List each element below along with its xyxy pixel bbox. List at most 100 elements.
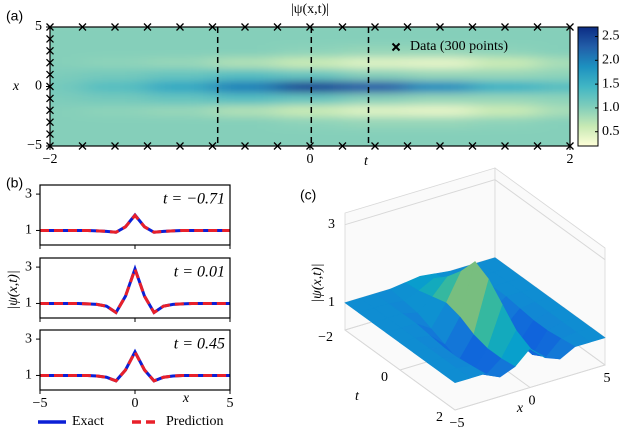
heatmap-cell [147, 32, 213, 46]
heatmap-cell [212, 44, 278, 58]
z-axis-label: |ψ(x,t)| [310, 263, 325, 302]
heatmap-cell [212, 32, 278, 46]
heatmap-cell [537, 80, 570, 93]
data-point [46, 106, 54, 115]
heatmap-cell [147, 104, 213, 117]
heatmap-cell [147, 80, 213, 93]
y-tick-label: 1 [25, 368, 32, 383]
heatmap-cell [147, 128, 213, 141]
heatmap-cell [407, 80, 473, 93]
data-point [566, 23, 574, 31]
heatmap-cell [342, 80, 408, 93]
heatmap-cell [212, 128, 278, 141]
data-point [46, 130, 54, 139]
heatmap-cell [342, 32, 408, 46]
y-axis-label: |ψ(x,t)| [6, 270, 21, 309]
y-tick-label: 0 [35, 79, 42, 94]
heatmap-cell [82, 104, 148, 117]
data-point [111, 23, 119, 31]
data-point [338, 23, 347, 31]
data-point [241, 23, 249, 31]
heatmap-cell [50, 56, 83, 70]
heatmap-cell [50, 80, 83, 93]
data-point [436, 142, 444, 150]
heatmap-cell [277, 116, 343, 129]
heatmap-cell [277, 80, 343, 93]
z-tick-label: 1 [328, 295, 335, 310]
data-point [176, 23, 184, 31]
heatmap-cell [472, 104, 538, 117]
heatmap-cell [277, 68, 343, 82]
x-tick-label: 0 [307, 152, 314, 167]
heatmap-cell [50, 44, 83, 58]
heatmap-cell [50, 32, 83, 46]
heatmap-cell [537, 56, 570, 70]
heatmap-cell [50, 68, 83, 82]
data-point [46, 118, 54, 127]
heatmap [50, 27, 570, 146]
heatmap-cell [82, 32, 148, 46]
y-axis-label: t [355, 389, 360, 404]
data-point [111, 142, 119, 150]
heatmap-cell [212, 92, 278, 105]
panel-b: t = −0.71 1 3 t = 0.01 1 3 t = 0.45 1 3 −5 0 5 Exact… [25, 184, 234, 429]
x-tick-label: 2 [567, 152, 574, 167]
data-point [46, 46, 54, 55]
y-tick-label: 5 [35, 19, 42, 34]
heatmap-cell [82, 80, 148, 93]
legend-marker [391, 42, 401, 52]
heatmap-cell [147, 56, 213, 70]
y-tick-label: 0 [381, 370, 388, 385]
data-point [436, 23, 444, 31]
heatmap-cell [537, 27, 570, 34]
heatmap-cell [342, 140, 408, 146]
legend-label: Exact [72, 414, 104, 429]
grid-line [344, 329, 456, 411]
heatmap-cell [407, 92, 473, 105]
heatmap-cell [407, 68, 473, 82]
data-point [208, 142, 217, 150]
data-point [176, 142, 184, 150]
x-tick-label: −2 [43, 152, 58, 167]
annotation: t = 0.45 [174, 336, 225, 353]
data-point [46, 142, 54, 150]
colorbar-tick-label: 1.0 [602, 100, 620, 115]
x-tick-label: 0 [132, 396, 139, 411]
x-tick-label: 0 [529, 394, 536, 409]
data-point [273, 23, 282, 31]
heatmap-cell [212, 27, 278, 34]
heatmap-cell [147, 27, 213, 34]
y-tick-label: −5 [27, 138, 42, 153]
data-point [78, 23, 87, 31]
data-point [46, 82, 54, 91]
z-tick-label: 3 [328, 217, 335, 232]
heatmap-cell [82, 128, 148, 141]
heatmap-cell [212, 116, 278, 129]
heatmap-cell [537, 92, 570, 105]
heatmap-cell [537, 68, 570, 82]
heatmap-cell [472, 68, 538, 82]
prediction-line [40, 213, 230, 234]
heatmap-cell [537, 128, 570, 141]
heatmap-cell [472, 27, 538, 34]
heatmap-cell [82, 44, 148, 58]
x-tick-label: −5 [33, 396, 48, 411]
panel-label: (b) [6, 175, 23, 191]
data-point [306, 23, 314, 31]
data-point [501, 23, 509, 31]
data-point [241, 142, 249, 150]
heatmap-cell [342, 116, 408, 129]
heatmap-cell [342, 92, 408, 105]
heatmap-cell [342, 44, 408, 58]
panel-label: (c) [300, 187, 316, 203]
data-point [371, 23, 379, 31]
heatmap-cell [147, 140, 213, 146]
heatmap-cell [537, 140, 570, 146]
x-tick-label: 5 [227, 396, 234, 411]
heatmap-cell [212, 140, 278, 146]
heatmap-cell [537, 32, 570, 46]
heatmap-cell [212, 56, 278, 70]
x-tick-label: 5 [604, 371, 611, 386]
heatmap-cell [277, 56, 343, 70]
data-point [46, 94, 54, 103]
